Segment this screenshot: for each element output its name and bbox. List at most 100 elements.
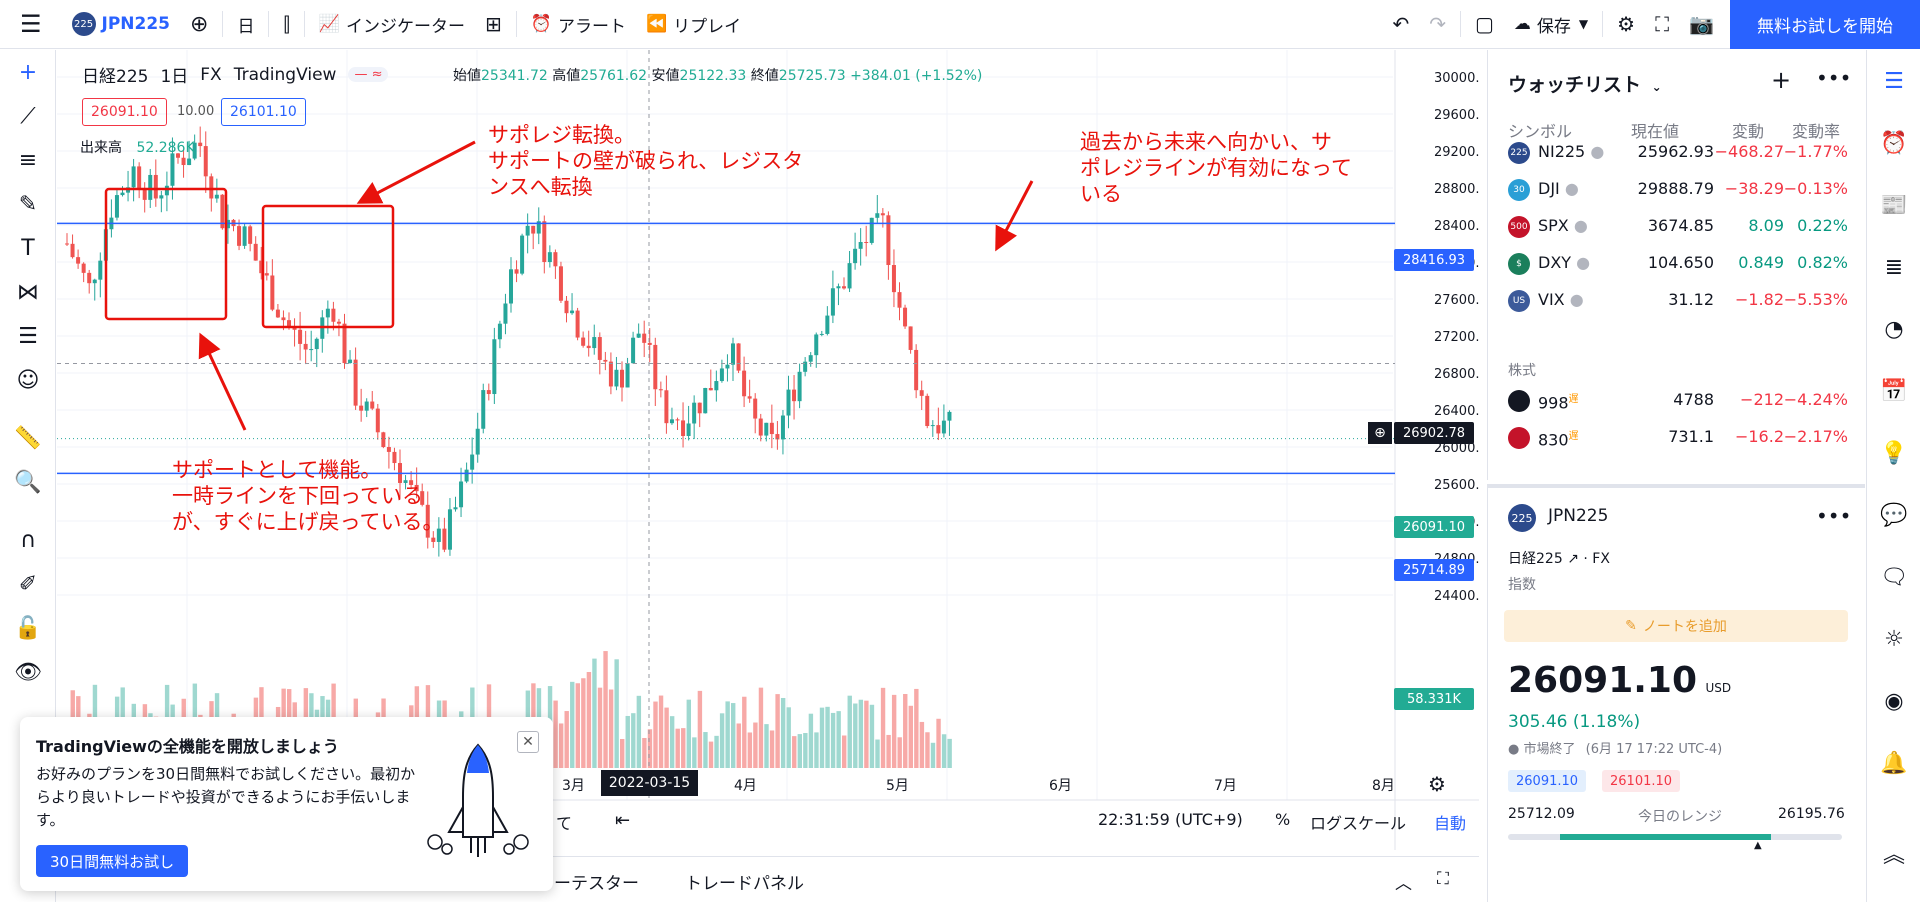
undo-icon[interactable]: ↶ <box>1392 12 1410 36</box>
fib-icon[interactable]: ≡ <box>18 147 38 173</box>
watchlist-row-830[interactable]: 830遅 731.1 −16.2 −2.17% <box>1488 419 1866 456</box>
save-button[interactable]: ☁ 保存 ▼ <box>1504 0 1598 49</box>
watchlist-row-ni225[interactable]: 225 NI225 ● 25962.93 −468.27 −1.77% <box>1488 134 1866 171</box>
add-note-button[interactable]: ✎ ノートを追加 <box>1504 610 1848 642</box>
candle-body <box>642 333 647 343</box>
open-label: 始値 <box>453 68 481 84</box>
maximize-icon[interactable]: ⛶ <box>1437 869 1449 889</box>
date-range-icon[interactable]: ⇤ <box>615 810 631 831</box>
crosshair-icon[interactable]: + <box>18 59 38 85</box>
volume-bar <box>675 728 680 768</box>
alert-button[interactable]: ⏰ アラート <box>521 0 636 49</box>
gear-icon[interactable]: ⚙ <box>1617 12 1636 36</box>
pattern-icon[interactable]: ⋈ <box>17 279 39 305</box>
more-icon[interactable]: ••• <box>1816 504 1852 528</box>
percent-toggle[interactable]: % <box>1275 810 1291 829</box>
interval-button[interactable]: 日 <box>237 16 255 37</box>
candle-body <box>503 303 508 324</box>
tab-strategy-tester[interactable]: ーテスター <box>554 874 639 894</box>
auto-scale-toggle[interactable]: 自動 <box>1434 814 1467 833</box>
close-icon[interactable]: ✕ <box>517 731 539 753</box>
candle-body <box>514 269 519 274</box>
detail-symbol[interactable]: JPN225 <box>1548 506 1609 526</box>
annotation-line: 一時ラインを下回っている <box>172 484 423 508</box>
watchlist-title[interactable]: ウォッチリスト ⌄ <box>1508 70 1662 97</box>
price-tick: 26800.00 <box>1434 367 1479 382</box>
header-symbol[interactable]: シンボル <box>1508 122 1573 141</box>
bulb-icon[interactable]: ☼ <box>1884 626 1904 652</box>
unlock-icon[interactable]: 🔓 <box>14 615 42 641</box>
divider <box>222 11 224 37</box>
collapse-icon[interactable]: ︿ <box>1395 874 1412 894</box>
text-icon[interactable]: T <box>21 235 35 261</box>
compare-icon[interactable]: ⊕ <box>190 11 209 37</box>
more-icon[interactable]: ••• <box>1816 66 1852 90</box>
trend-line-icon[interactable]: ⟋ <box>20 103 36 129</box>
candle-body <box>159 195 164 199</box>
redo-icon[interactable]: ↷ <box>1429 12 1447 36</box>
volume-bar <box>731 703 736 768</box>
crosshair-price-tag: 26902.78 <box>1394 422 1474 444</box>
hotlist-icon[interactable]: ≣ <box>1884 254 1904 280</box>
tab-trade-panel[interactable]: トレードパネル <box>685 874 804 894</box>
emoji-icon[interactable]: ☺ <box>16 367 40 393</box>
candle-type-icon[interactable]: ⫿ <box>283 12 290 36</box>
xtick-jul: 7月 <box>1214 778 1237 794</box>
prediction-icon[interactable]: ☰ <box>18 323 38 349</box>
legend-toggle[interactable]: — ≈ <box>348 67 389 82</box>
double-chevron-icon[interactable]: ︽ <box>1882 843 1905 868</box>
ask-box[interactable]: 26101.10 <box>221 98 306 126</box>
header-price[interactable]: 現在値 <box>1631 122 1680 141</box>
symbol-search[interactable]: 225 JPN225 <box>62 0 181 49</box>
magnet-icon[interactable]: ∩ <box>19 527 37 553</box>
candle-body <box>603 359 608 362</box>
candle-body <box>142 189 147 200</box>
detail-name[interactable]: 日経225 <box>1508 551 1563 567</box>
clock[interactable]: 22:31:59 (UTC+9) <box>1098 810 1243 829</box>
pie-icon[interactable]: ◔ <box>1884 316 1904 342</box>
watchlist-row-dxy[interactable]: $ DXY ● 104.650 0.849 0.82% <box>1488 245 1866 282</box>
symbol-name: JPN225 <box>101 14 171 34</box>
lock-drawing-icon[interactable]: ✐ <box>18 571 38 597</box>
header-pct[interactable]: 変動率 <box>1792 122 1841 141</box>
row-price: 3674.85 <box>1647 216 1714 235</box>
promo-trial-button[interactable]: 30日間無料お試し <box>36 845 189 877</box>
layouts-icon[interactable]: ⊞ <box>485 12 502 36</box>
zoom-icon[interactable]: 🔍 <box>14 469 42 495</box>
stream-icon[interactable]: ◉ <box>1884 688 1904 714</box>
message-icon[interactable]: 🗨 <box>1880 564 1908 590</box>
range-fill <box>1560 834 1771 840</box>
log-scale-toggle[interactable]: ログスケール <box>1310 814 1407 833</box>
camera-icon[interactable]: 📷 <box>1689 12 1714 36</box>
layout-square-icon[interactable]: ▢ <box>1475 12 1494 36</box>
row-price: 731.1 <box>1668 427 1714 446</box>
axis-settings-icon[interactable]: ⚙ <box>1428 772 1446 796</box>
volume-bar <box>908 705 913 768</box>
watchlist-row-dji[interactable]: 30 DJI ● 29888.79 −38.29 −0.13% <box>1488 171 1866 208</box>
menu-icon[interactable]: ☰ <box>20 10 42 38</box>
free-trial-button[interactable]: 無料お試しを開始 <box>1730 0 1920 49</box>
indicators-button[interactable]: 📈 インジケーター <box>309 0 475 49</box>
candle-body <box>714 381 719 391</box>
add-symbol-icon[interactable]: + <box>1771 66 1792 94</box>
watchlist-row-998[interactable]: 998遅 4788 −212 −4.24% <box>1488 382 1866 419</box>
ruler-icon[interactable]: 📏 <box>14 425 42 451</box>
range-low: 25712.09 <box>1508 806 1575 822</box>
watchlist-icon[interactable]: ☰ <box>1884 68 1904 94</box>
header-change[interactable]: 変動 <box>1732 122 1765 141</box>
brush-icon[interactable]: ✎ <box>18 191 38 217</box>
high-value: 25761.62 <box>580 68 648 84</box>
bid-box[interactable]: 26091.10 <box>82 98 167 126</box>
alarm-icon[interactable]: ⏰ <box>1880 130 1908 156</box>
watchlist-row-spx[interactable]: 500 SPX ● 3674.85 8.09 0.22% <box>1488 208 1866 245</box>
chat-icon[interactable]: 💬 <box>1880 502 1908 528</box>
eye-icon[interactable]: 👁 <box>14 659 42 685</box>
bell-icon[interactable]: 🔔 <box>1880 750 1908 776</box>
crosshair-plus-icon[interactable]: ⊕ <box>1368 422 1392 444</box>
news-icon[interactable]: 📰 <box>1880 192 1908 218</box>
replay-button[interactable]: ⏪ リプレイ <box>636 0 751 49</box>
watchlist-row-vix[interactable]: US VIX ● 31.12 −1.82 −5.53% <box>1488 282 1866 319</box>
idea-icon[interactable]: 💡 <box>1880 440 1908 466</box>
fullscreen-icon[interactable]: ⛶ <box>1655 12 1670 36</box>
calendar-icon[interactable]: 📅 <box>1880 378 1908 404</box>
